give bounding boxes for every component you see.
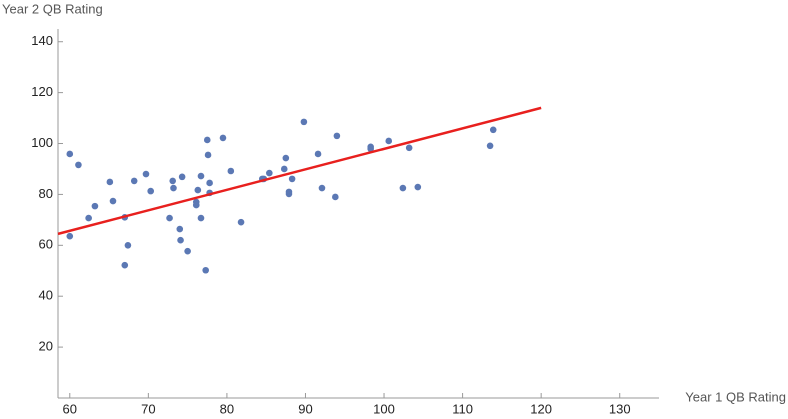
- y-tick-label: 20: [39, 339, 53, 354]
- point: [206, 179, 213, 187]
- x-tick-label: 130: [609, 401, 631, 416]
- point: [124, 242, 132, 249]
- point: [367, 145, 374, 153]
- point: [177, 236, 184, 244]
- point: [332, 193, 339, 201]
- point: [333, 132, 341, 140]
- x-tick-label: 110: [452, 401, 473, 416]
- point: [314, 150, 322, 158]
- x-tick-label: 60: [63, 401, 77, 416]
- point: [197, 214, 205, 222]
- point: [266, 169, 273, 177]
- point: [288, 175, 296, 183]
- fit-line: [57, 106, 542, 236]
- x-tick-label: 100: [373, 401, 395, 416]
- point: [227, 167, 235, 175]
- point: [109, 197, 117, 205]
- point: [300, 118, 308, 126]
- point: [204, 151, 212, 159]
- y-tick-label: 80: [39, 186, 53, 201]
- point: [106, 178, 114, 186]
- point: [166, 214, 173, 222]
- x-tick-label: 90: [298, 401, 312, 416]
- point: [130, 177, 138, 185]
- point: [405, 144, 413, 152]
- point: [66, 150, 74, 158]
- point: [399, 184, 407, 192]
- point: [91, 202, 99, 210]
- point: [489, 126, 497, 134]
- point: [169, 177, 177, 185]
- point: [202, 266, 209, 274]
- x-tick-label: 70: [141, 401, 155, 416]
- point: [318, 184, 326, 192]
- point: [142, 170, 150, 178]
- point: [486, 142, 494, 150]
- point: [170, 184, 177, 192]
- x-axis-label: Year 1 QB Rating: [685, 389, 786, 404]
- point: [237, 218, 245, 226]
- point: [414, 183, 422, 191]
- point: [219, 134, 227, 142]
- y-axis-label: Year 2 QB Rating: [2, 1, 103, 16]
- point: [285, 190, 293, 198]
- point: [147, 187, 155, 195]
- point: [178, 173, 186, 181]
- point: [282, 154, 290, 162]
- point: [176, 225, 184, 233]
- point: [203, 136, 211, 144]
- point: [192, 198, 200, 206]
- point: [197, 172, 205, 180]
- point: [85, 214, 92, 222]
- x-tick-label: 120: [530, 401, 552, 416]
- y-tick-label: 100: [31, 135, 53, 150]
- point: [121, 261, 129, 269]
- y-tick-label: 120: [31, 84, 53, 99]
- point: [66, 232, 74, 240]
- y-tick-label: 60: [39, 237, 53, 252]
- point: [385, 137, 393, 145]
- point: [184, 247, 191, 255]
- y-tick-label: 40: [39, 288, 53, 303]
- point: [75, 161, 82, 169]
- point: [194, 186, 202, 194]
- x-tick-label: 80: [220, 401, 234, 416]
- y-tick-label: 140: [31, 33, 53, 48]
- point: [280, 165, 288, 173]
